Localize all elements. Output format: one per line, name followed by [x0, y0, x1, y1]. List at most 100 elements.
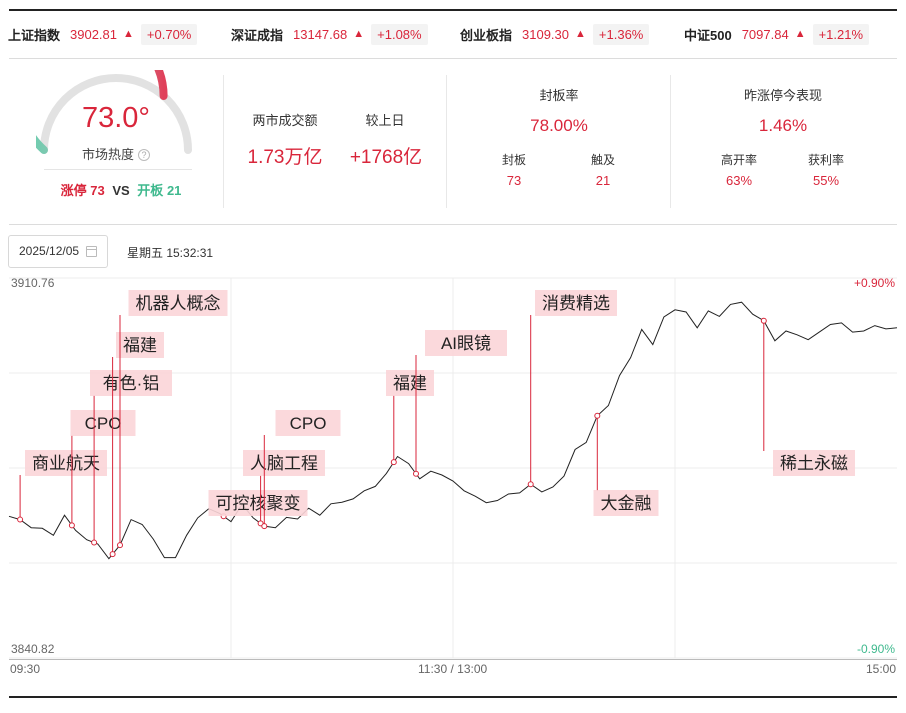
annotation-label: 可控核聚变 [216, 494, 301, 513]
annotation-box [128, 290, 228, 316]
annotation-box [25, 450, 107, 476]
heat-label: 市场热度 [81, 147, 134, 162]
yesterday-label: 昨涨停今表现 [743, 88, 822, 103]
annotation-label: CPO [290, 414, 327, 433]
stats-divider [9, 224, 897, 225]
annotation-box [275, 410, 341, 436]
y-high-label: 3910.76 [11, 276, 55, 290]
annotation-label: 大金融 [601, 494, 652, 513]
annotation-box [535, 290, 617, 316]
annotation-label: 商业航天 [32, 454, 100, 473]
annotation-dot [68, 522, 75, 529]
annotation-label: 机器人概念 [136, 293, 221, 313]
top-rule [9, 9, 897, 11]
annotation-dot [17, 516, 24, 523]
heat-label-row: 市场热度? [36, 144, 196, 163]
date-picker[interactable]: 2025/12/05 [8, 235, 108, 268]
index-name: 中证500 [684, 27, 732, 43]
annotation-label: CPO [85, 414, 122, 433]
annotation-dot [413, 470, 419, 477]
date-value: 2025/12/05 [19, 244, 80, 258]
index-change: +1.36% [592, 23, 650, 45]
annotation-dot [91, 539, 98, 546]
annotation-dot [390, 459, 397, 466]
opened-label: 开板 [137, 183, 164, 198]
calendar-icon[interactable] [86, 246, 97, 257]
pct-high-label: +0.90% [854, 276, 895, 290]
turnover-compare-value: +1768亿 [349, 147, 423, 168]
limit-up-count: 73 [90, 183, 105, 198]
annotation-dot [117, 542, 123, 549]
up-arrow-icon: ▲ [794, 28, 806, 40]
bottom-rule [9, 696, 897, 698]
y-low-label: 3840.82 [11, 642, 55, 656]
index-name: 创业板指 [460, 27, 513, 43]
x-label-mid: 11:30 / 13:00 [418, 662, 488, 676]
up-arrow-icon: ▲ [575, 28, 586, 40]
index-zz500[interactable]: 中证500 7097.84 ▲ +1.21% [684, 22, 870, 46]
vs-label: VS [112, 183, 130, 198]
panel-divider [670, 75, 671, 208]
annotation-label: 稀土永磁 [780, 454, 848, 473]
index-sz[interactable]: 深证成指 13147.68 ▲ +1.08% [231, 22, 428, 46]
annotation-label: 福建 [123, 336, 157, 355]
price-line [8, 301, 898, 560]
index-name: 上证指数 [8, 27, 61, 43]
index-cyb[interactable]: 创业板指 3109.30 ▲ +1.36% [460, 22, 650, 46]
turnover-value: 1.73万亿 [247, 147, 323, 168]
seal-rate-label: 封板率 [539, 88, 579, 103]
touched-label: 触及 [590, 153, 615, 167]
yesterday-value: 1.46% [758, 116, 808, 135]
help-icon[interactable]: ? [138, 149, 150, 161]
index-value: 3902.81 [70, 26, 118, 42]
pct-low-label: -0.90% [857, 642, 895, 656]
seal-rate-value: 78.00% [530, 116, 588, 135]
index-value: 13147.68 [293, 26, 348, 42]
annotation-box [116, 332, 164, 358]
annotation-dot [594, 412, 601, 419]
profit-value: 55% [812, 173, 840, 188]
turnover-compare-label: 较上日 [365, 113, 405, 128]
up-arrow-icon: ▲ [123, 28, 134, 40]
annotation-box [90, 370, 172, 396]
index-name: 深证成指 [231, 27, 284, 43]
index-sh[interactable]: 上证指数 3902.81 ▲ +0.70% [8, 22, 198, 46]
chart-baseline [9, 659, 897, 660]
annotation-label: AI眼镜 [441, 334, 491, 353]
index-value: 3109.30 [522, 26, 570, 42]
annotation-box [70, 410, 136, 436]
index-value: 7097.84 [741, 26, 789, 42]
annotation-dot [760, 317, 767, 324]
annotation-label: 有色·铝 [103, 374, 160, 393]
limit-up-label: 涨停 [60, 183, 87, 198]
touched-value: 21 [595, 173, 611, 188]
x-label-close: 15:00 [866, 662, 897, 676]
gauge-divider [44, 169, 192, 170]
annotation-box [593, 490, 659, 516]
high-open-value: 63% [725, 173, 753, 188]
annotation-box [243, 450, 325, 476]
opened-count: 21 [166, 183, 182, 198]
panel-divider [446, 75, 447, 208]
annotation-box [386, 370, 434, 396]
annotation-box [425, 330, 507, 356]
up-arrow-icon: ▲ [353, 28, 365, 40]
heat-value: 73.0° [81, 102, 151, 134]
annotation-box [208, 490, 308, 516]
annotation-box [773, 450, 855, 476]
weekday-time: 星期五 15:32:31 [127, 246, 214, 260]
x-label-open: 09:30 [10, 662, 41, 676]
annotation-label: 消费精选 [542, 294, 610, 313]
sealed-value: 73 [506, 173, 522, 188]
index-change: +1.08% [371, 23, 428, 45]
panel-divider [223, 75, 224, 208]
annotation-label: 福建 [393, 374, 427, 393]
turnover-label: 两市成交额 [252, 113, 318, 128]
chart-grid [9, 277, 897, 659]
annotation-label: 人脑工程 [250, 454, 318, 473]
annotation-dot [261, 523, 268, 530]
annotation-dot [527, 481, 534, 488]
limit-up-vs-opened: 涨停 73 VS 开板 21 [36, 180, 206, 199]
sealed-label: 封板 [501, 153, 526, 167]
high-open-label: 高开率 [720, 153, 757, 167]
